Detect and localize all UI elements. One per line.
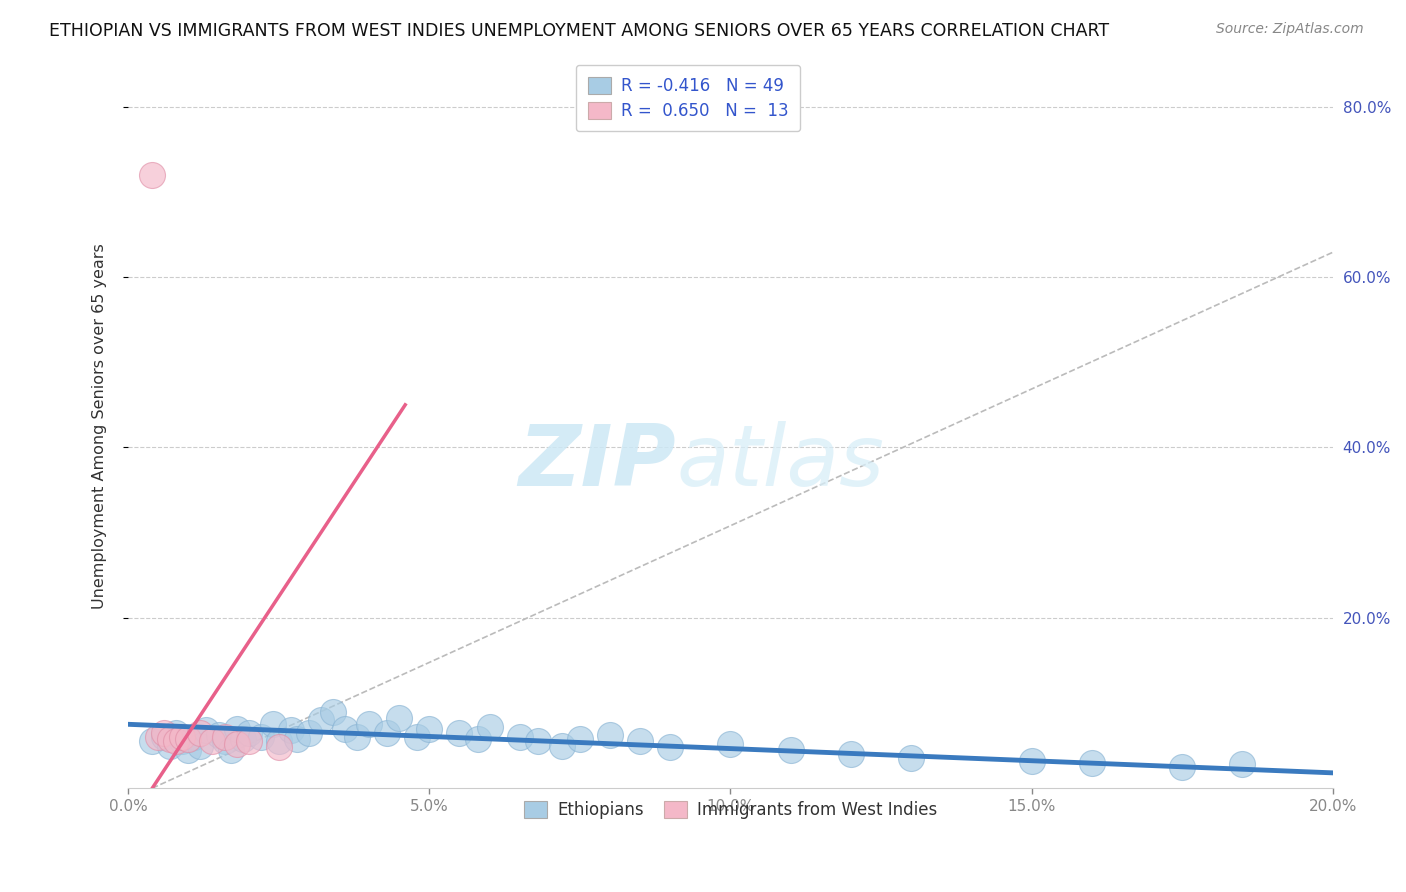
Point [238, 726, 260, 740]
Point [406, 730, 429, 744]
Point [153, 726, 176, 740]
Point [375, 726, 398, 740]
Point [190, 726, 212, 740]
Point [467, 731, 489, 746]
Point [285, 731, 308, 746]
Point [280, 723, 302, 738]
Point [346, 730, 368, 744]
Point [177, 743, 200, 757]
Point [225, 737, 247, 751]
Point [249, 730, 271, 744]
Point [1232, 757, 1254, 772]
Point [165, 734, 187, 748]
Point [1171, 760, 1194, 774]
Point [225, 722, 247, 736]
Y-axis label: Unemployment Among Seniors over 65 years: Unemployment Among Seniors over 65 years [93, 244, 107, 609]
Point [165, 726, 187, 740]
Point [449, 726, 471, 740]
Point [177, 731, 200, 746]
Point [322, 705, 344, 719]
Point [551, 739, 574, 753]
Point [262, 717, 284, 731]
Point [1021, 754, 1043, 768]
Point [509, 730, 531, 744]
Point [153, 730, 176, 744]
Point [628, 734, 651, 748]
Point [148, 730, 170, 744]
Point [195, 723, 218, 738]
Point [478, 720, 501, 734]
Point [388, 711, 411, 725]
Point [183, 730, 205, 744]
Point [267, 740, 290, 755]
Point [720, 737, 742, 751]
Point [309, 713, 332, 727]
Text: atlas: atlas [676, 421, 884, 504]
Text: ZIP: ZIP [519, 421, 676, 504]
Point [568, 731, 591, 746]
Point [418, 722, 440, 736]
Text: Source: ZipAtlas.com: Source: ZipAtlas.com [1216, 22, 1364, 37]
Point [526, 734, 548, 748]
Point [333, 722, 356, 736]
Point [159, 731, 181, 746]
Point [172, 734, 194, 748]
Point [172, 730, 194, 744]
Point [214, 734, 236, 748]
Point [141, 168, 163, 182]
Point [839, 747, 862, 761]
Point [599, 728, 621, 742]
Point [232, 731, 254, 746]
Point [201, 734, 224, 748]
Point [141, 734, 163, 748]
Point [659, 740, 682, 755]
Point [207, 728, 229, 742]
Point [359, 717, 381, 731]
Point [219, 743, 242, 757]
Legend: Ethiopians, Immigrants from West Indies: Ethiopians, Immigrants from West Indies [512, 789, 949, 830]
Point [159, 739, 181, 753]
Point [190, 739, 212, 753]
Text: ETHIOPIAN VS IMMIGRANTS FROM WEST INDIES UNEMPLOYMENT AMONG SENIORS OVER 65 YEAR: ETHIOPIAN VS IMMIGRANTS FROM WEST INDIES… [49, 22, 1109, 40]
Point [238, 734, 260, 748]
Point [900, 751, 922, 765]
Point [298, 726, 321, 740]
Point [177, 731, 200, 746]
Point [1081, 756, 1104, 770]
Point [214, 730, 236, 744]
Point [267, 734, 290, 748]
Point [779, 743, 801, 757]
